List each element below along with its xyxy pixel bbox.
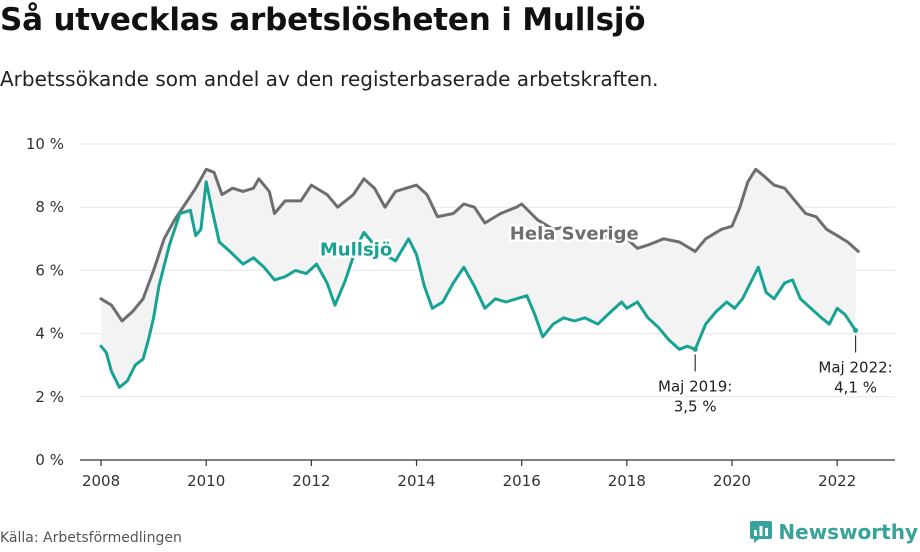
annotation-label: Maj 2019: — [658, 377, 732, 395]
x-tick-label: 2014 — [397, 472, 435, 490]
y-tick-label: 0 % — [35, 451, 64, 469]
annotation-label: Maj 2022: — [818, 358, 892, 376]
x-tick-label: 2018 — [608, 472, 646, 490]
x-tick-label: 2010 — [187, 472, 225, 490]
brand-name: Newsworthy — [778, 520, 918, 544]
x-tick-label: 2012 — [292, 472, 330, 490]
series-labels: Hela Sverige Mullsjö — [317, 221, 641, 263]
y-tick-label: 4 % — [35, 325, 64, 343]
y-tick-labels: 0 % 2 % 4 % 6 % 8 % 10 % — [26, 135, 64, 469]
annotation-label: 4,1 % — [834, 378, 877, 396]
x-tick-label: 2008 — [82, 472, 120, 490]
annotation-point — [853, 327, 859, 333]
newsworthy-logo-icon — [750, 521, 773, 543]
source-note: Källa: Arbetsförmedlingen — [0, 530, 182, 546]
x-tick-label: 2022 — [818, 472, 856, 490]
x-tick-label: 2020 — [713, 472, 751, 490]
x-axis: 2008 2010 2012 2014 2016 2018 2020 2022 — [80, 459, 895, 490]
chart-subtitle: Arbetssökande som andel av den registerb… — [0, 67, 659, 91]
annotations: Maj 2019: 3,5 % Maj 2022: 4,1 % — [656, 327, 895, 417]
y-tick-label: 6 % — [35, 261, 64, 279]
y-tick-label: 2 % — [35, 388, 64, 406]
y-tick-label: 8 % — [35, 198, 64, 216]
x-tick-label: 2016 — [503, 472, 541, 490]
series-label: Hela Sverige — [510, 223, 639, 244]
annotation-label: 3,5 % — [674, 397, 717, 415]
series-label: Mullsjö — [320, 239, 392, 260]
y-tick-label: 10 % — [26, 135, 64, 153]
gap-band — [101, 170, 856, 387]
series-line-mullsjo — [99, 180, 858, 389]
series-line-hela-sverige — [99, 167, 860, 323]
series-lines — [99, 167, 860, 389]
annotation-point — [692, 346, 698, 352]
series-gap-area — [101, 170, 856, 387]
brand-logo: Newsworthy — [750, 520, 918, 544]
chart-title: Så utvecklas arbetslösheten i Mullsjö — [0, 2, 646, 38]
